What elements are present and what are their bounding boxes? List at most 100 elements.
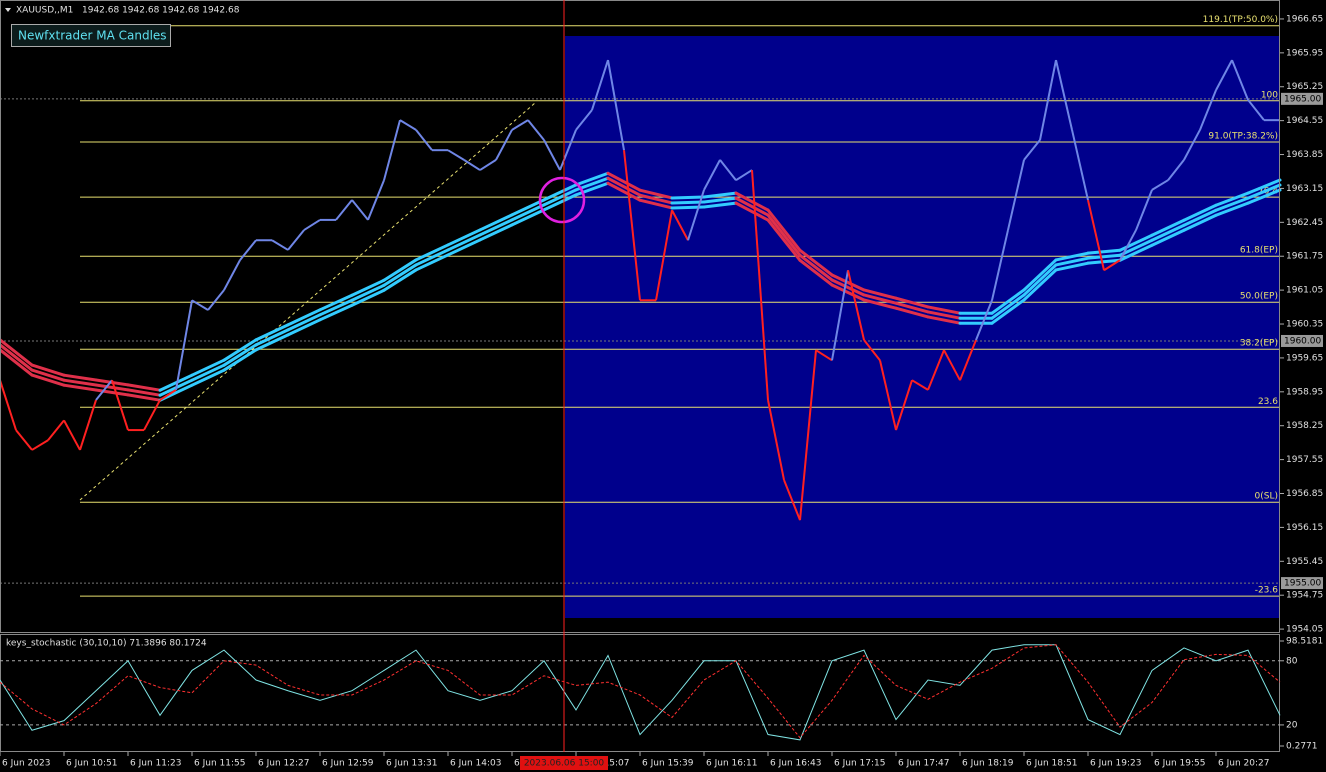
y-tick-label: 1958.25 [1286,421,1323,431]
ma-line [126,393,162,402]
price-segment [1183,129,1201,161]
price-line-label: 1955.00 [1284,579,1321,589]
price-segment [207,289,225,311]
price-segment [751,169,769,401]
price-segment [1199,89,1217,131]
price-segment [943,349,961,381]
ma-line [766,213,802,257]
x-tick-label: 6 Jun 11:23 [130,759,181,769]
y-tick-label: 1954.05 [1286,625,1323,635]
y-tick-label: 1958.95 [1286,387,1323,397]
ma-line [926,310,962,320]
ma-line [478,223,514,242]
price-segment [767,399,785,481]
price-segment [191,299,209,311]
price-segment [975,299,993,341]
price-segment [927,349,945,391]
fib-level-label: 119.1(TP:50.0%) [1203,15,1278,25]
x-tick-label: 6 Jun 17:47 [898,759,949,769]
ma-line [766,218,802,262]
ma-line [222,338,258,362]
ma-line [62,383,98,392]
price-segment [863,339,881,361]
y-tick-label: 1965.25 [1286,82,1323,92]
price-segment [543,139,561,171]
ma-line [926,315,962,325]
price-segment [1215,59,1233,91]
ma-line [798,253,834,282]
ma-line [990,298,1026,325]
price-segment [575,109,593,131]
price-segment [703,159,721,191]
price-segment [111,379,129,431]
ma-line [766,208,802,252]
ma-line [350,288,386,307]
y-tick-label: 1959.65 [1286,353,1323,363]
indicator-button[interactable] [11,24,171,47]
price-segment [655,210,673,301]
y-tick-label: 1964.55 [1286,116,1323,126]
price-segment [1087,199,1105,271]
fib-level-label: 38.2(EP) [1240,339,1278,349]
ma-line [190,363,226,382]
price-segment [607,59,625,151]
ma-line [894,301,930,314]
ma-line [126,388,162,397]
y-tick-label: 20 [1286,720,1298,730]
price-segment [783,479,801,521]
indicator-button-label[interactable]: Newfxtrader MA Candles [18,29,167,43]
ma-line [990,293,1026,320]
price-segment [1119,229,1137,261]
oscillator-line [0,644,1281,741]
ma-line [286,308,322,327]
ma-line [1022,263,1058,297]
price-segment [1103,259,1121,272]
ma-line [190,358,226,377]
ma-line [990,288,1026,315]
ma-line [1118,238,1154,257]
price-segment [495,129,513,161]
collapse-icon[interactable] [5,8,11,12]
highlight-circle [538,176,586,224]
fib-level-label: 61.8(EP) [1240,246,1278,256]
ma-line [574,171,610,187]
x-tick-label: 6 Jun 15:39 [642,759,694,769]
ma-line [222,348,258,372]
ma-line [830,273,866,292]
x-tick-label: 6 Jun 2023 [2,759,50,769]
price-segment [895,379,913,431]
ma-line [734,191,770,212]
ma-line [702,191,738,199]
price-segment [511,119,529,131]
price-segment [0,379,17,431]
x-tick-label: 6 Jun 18:19 [962,759,1014,769]
fib-level-label: 0(SL) [1255,492,1278,502]
y-tick-label: 1955.45 [1286,557,1323,567]
price-segment [527,119,545,141]
price-segment [383,119,401,181]
indicator-title: keys_stochastic (30,10,10) 71.3896 80.17… [6,639,207,649]
y-tick-label: 1960.35 [1286,320,1323,330]
y-tick-label: 1962.45 [1286,218,1323,228]
ma-line [382,268,418,292]
ma-line [1246,188,1282,205]
ma-line [638,193,674,205]
ma-line [446,233,482,252]
ma-line [414,248,450,267]
ma-line [286,318,322,337]
ma-line [926,305,962,315]
price-segment [1231,59,1249,101]
price-segment [959,339,977,381]
y-tick-label: 1961.75 [1286,252,1323,262]
ma-line [94,383,130,392]
price-segment [175,300,193,391]
y-tick-label: 1954.75 [1286,591,1323,601]
price-segment [367,179,385,221]
ma-line [702,201,738,209]
fib-level-label: 76.4 [1258,187,1278,197]
ma-line [414,243,450,262]
price-segment [831,270,849,361]
ma-line [0,338,34,367]
ma-line [798,248,834,277]
